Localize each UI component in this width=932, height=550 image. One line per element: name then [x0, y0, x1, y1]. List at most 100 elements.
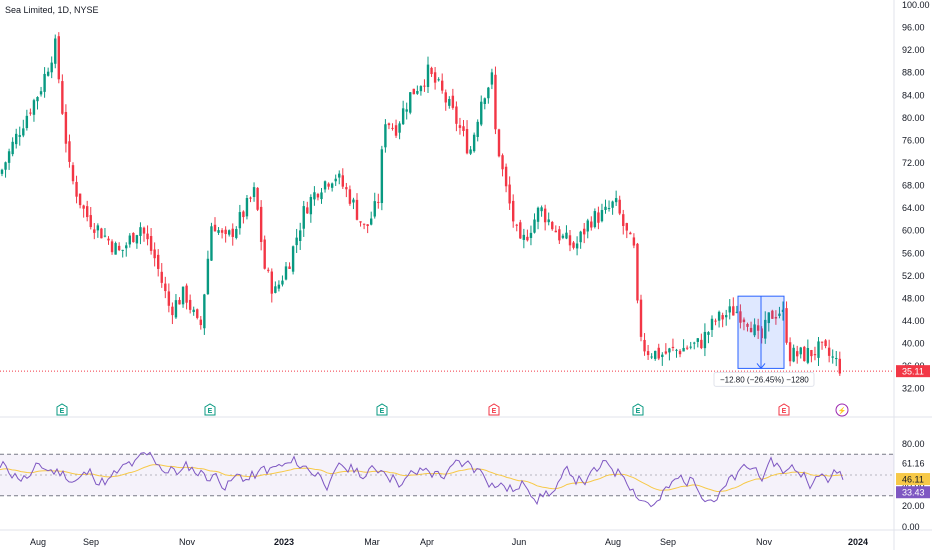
candle-body	[18, 135, 21, 137]
candle-body	[678, 350, 682, 355]
candle-body	[753, 324, 756, 336]
candle-body	[749, 327, 753, 333]
candle-body	[629, 232, 632, 235]
candle-body	[128, 235, 131, 245]
time-tick-label: Nov	[756, 537, 773, 547]
candle-body	[526, 236, 529, 241]
candle-body	[735, 311, 739, 313]
candle-body	[46, 71, 50, 76]
candle-body	[494, 74, 497, 130]
candle-body	[22, 128, 25, 136]
candle-body	[362, 223, 366, 225]
candle-body	[746, 323, 749, 327]
candle-body	[352, 199, 355, 203]
candle-body	[78, 193, 82, 206]
candle-body	[614, 198, 618, 203]
candle-body	[313, 192, 316, 200]
candle-body	[483, 98, 486, 104]
candle-body	[597, 212, 600, 223]
candle-body	[664, 351, 668, 354]
candle-body	[710, 318, 714, 330]
candle-body	[149, 236, 153, 251]
price-tick-label: 48.00	[902, 293, 925, 303]
candle-body	[632, 237, 636, 246]
last-price-label: 35.11	[902, 367, 924, 377]
candle-body	[306, 207, 309, 214]
candle-body	[437, 79, 440, 81]
candle-body	[256, 187, 259, 210]
candle-body	[366, 224, 369, 226]
candle-body	[107, 238, 110, 241]
candle-body	[685, 347, 689, 349]
candle-body	[785, 308, 788, 343]
candle-body	[810, 349, 813, 357]
candle-body	[831, 356, 834, 358]
last-price-line: 35.11	[0, 365, 930, 378]
candle-body	[157, 254, 160, 269]
candle-body	[284, 266, 288, 280]
candle-body	[345, 187, 348, 190]
candle-body	[788, 342, 792, 362]
time-tick-label: Nov	[179, 537, 196, 547]
candle-body	[370, 218, 373, 225]
candle-body	[61, 81, 64, 114]
candle-body	[756, 325, 760, 331]
candle-body	[132, 232, 135, 243]
candle-body	[117, 245, 121, 251]
rsi-ma-tag	[896, 473, 930, 486]
candle-body	[64, 111, 68, 144]
candle-body	[487, 87, 490, 99]
event-label: E	[208, 408, 213, 415]
candle-body	[472, 134, 476, 152]
candle-body	[270, 271, 273, 294]
candle-body	[501, 155, 504, 170]
candle-body	[536, 207, 540, 222]
event-label: E	[492, 408, 497, 415]
candle-body	[792, 347, 795, 362]
candle-body	[554, 230, 557, 233]
candle-body	[15, 133, 18, 145]
candle-body	[36, 97, 39, 102]
candle-body	[739, 311, 742, 323]
candle-body	[693, 342, 696, 344]
candle-body	[316, 193, 320, 198]
candle-body	[725, 315, 728, 318]
candle-body	[206, 258, 210, 295]
candle-body	[416, 91, 419, 94]
measure-arrow-head-icon	[756, 363, 766, 370]
candle-body	[228, 230, 231, 235]
candle-body	[600, 210, 604, 222]
event-label: E	[782, 408, 787, 415]
candle-body	[359, 221, 362, 223]
candle-body	[760, 328, 763, 339]
candle-body	[4, 162, 7, 170]
candle-body	[82, 205, 85, 209]
candle-body	[732, 306, 735, 316]
measure-tool[interactable]: −12.80 (−26.45%) −1280	[713, 295, 815, 387]
candle-body	[391, 127, 394, 129]
candle-body	[458, 125, 462, 128]
candle-body	[93, 229, 96, 233]
candle-body	[717, 311, 721, 321]
earnings-event-icon	[632, 403, 644, 416]
price-tick-label: 32.00	[902, 384, 925, 394]
candle-body	[355, 199, 359, 220]
candle-body	[593, 211, 597, 228]
candle-body	[384, 124, 387, 148]
candle-body	[583, 228, 586, 235]
candle-body	[764, 319, 767, 339]
earnings-event-icon	[778, 403, 790, 416]
rsi-tick-label: 20.00	[902, 501, 925, 511]
time-axis[interactable]: Aug Sep Nov 2023 Mar Apr Jun Aug Sep Nov 2024	[30, 537, 868, 547]
candle-body	[213, 224, 217, 232]
candle-body	[75, 181, 78, 197]
candle-body	[646, 351, 650, 356]
candle-body	[32, 100, 36, 115]
candle-body	[281, 280, 284, 285]
price-tick-label: 44.00	[902, 316, 925, 326]
rsi-value-label: 33.43	[902, 488, 925, 498]
candle-body	[121, 249, 124, 251]
candle-body	[299, 230, 302, 241]
